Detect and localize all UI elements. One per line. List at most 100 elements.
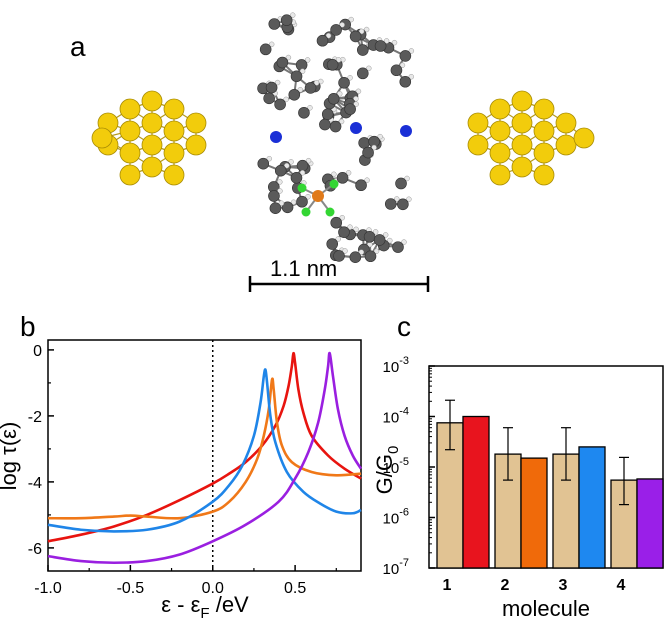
gold-atom bbox=[489, 164, 511, 186]
gold-atom bbox=[533, 98, 555, 120]
fluorine-atom bbox=[325, 207, 335, 217]
carbon-atom bbox=[330, 24, 342, 36]
gold-atom bbox=[163, 120, 185, 142]
gold-atom bbox=[511, 112, 533, 134]
transmission-curve-4 bbox=[47, 351, 363, 565]
carbon-atom bbox=[399, 75, 412, 88]
transmission-curve-1 bbox=[47, 351, 362, 543]
plot-frame bbox=[47, 339, 362, 572]
theory-bar-3 bbox=[578, 446, 606, 569]
gold-atom bbox=[489, 98, 511, 120]
panel-b-transmission-chart: b -1.0 -0.5 0.0 0.5 0 -2 -4 -6 ε - εF /eV log τ… bbox=[0, 311, 363, 620]
fluorine-atom bbox=[297, 183, 307, 193]
carbon-atom bbox=[298, 106, 310, 119]
gold-atom bbox=[141, 90, 163, 112]
carbon-atom bbox=[390, 64, 403, 77]
x-tick-label: 0.5 bbox=[284, 580, 306, 597]
carbon-atom bbox=[397, 198, 409, 211]
carbon-atom bbox=[326, 59, 339, 71]
carbon-atom bbox=[274, 164, 287, 177]
molecule-structure-image bbox=[91, 12, 595, 264]
carbon-atom bbox=[274, 98, 286, 111]
theory-bar-4 bbox=[636, 478, 664, 569]
carbon-atom bbox=[321, 108, 334, 120]
y-tick-label: -6 bbox=[28, 541, 42, 558]
carbon-atom bbox=[265, 81, 278, 94]
scale-bar-label: 1.1 nm bbox=[270, 256, 337, 281]
category-label: 1 bbox=[443, 577, 452, 594]
carbon-atom bbox=[296, 195, 308, 208]
gold-atom bbox=[555, 112, 577, 134]
gold-atom bbox=[573, 127, 595, 149]
gold-atom bbox=[141, 112, 163, 134]
gold-atom bbox=[511, 90, 533, 112]
gold-atom bbox=[467, 134, 489, 156]
gold-atom bbox=[119, 120, 141, 142]
carbon-atom bbox=[349, 30, 362, 43]
carbon-atom bbox=[358, 137, 370, 149]
gold-atom bbox=[511, 134, 533, 156]
carbon-atom bbox=[392, 241, 404, 253]
scale-bar: 1.1 nm bbox=[248, 256, 430, 292]
gold-atom bbox=[533, 164, 555, 186]
panel-a-molecular-junction: a 1.1 nm bbox=[70, 12, 595, 292]
y-tick-label: -2 bbox=[28, 409, 42, 426]
gold-atom bbox=[163, 164, 185, 186]
carbon-atom bbox=[280, 14, 293, 26]
gold-atom bbox=[511, 156, 533, 178]
carbon-atom bbox=[319, 118, 331, 131]
gold-atom bbox=[555, 134, 577, 156]
y-axis-label: log τ(ε) bbox=[0, 422, 21, 491]
gold-atom bbox=[91, 127, 113, 149]
carbon-atom bbox=[268, 190, 280, 202]
panel-b-label: b bbox=[20, 311, 36, 342]
gold-atom bbox=[141, 156, 163, 178]
carbon-atom bbox=[362, 146, 374, 159]
carbon-atom bbox=[336, 172, 349, 184]
panel-a-label: a bbox=[70, 31, 86, 62]
carbon-atom bbox=[259, 43, 272, 56]
y-tick-label: 0 bbox=[33, 343, 42, 360]
carbon-atom bbox=[338, 76, 350, 89]
y-tick-label: 10-3 bbox=[383, 355, 409, 376]
gold-atom bbox=[489, 142, 511, 164]
carbon-atom bbox=[263, 92, 275, 105]
carbon-atom bbox=[384, 198, 397, 210]
carbon-atom bbox=[290, 70, 303, 83]
carbon-atom bbox=[329, 120, 342, 133]
carbon-atom bbox=[257, 157, 270, 170]
carbon-atom bbox=[296, 159, 309, 172]
carbon-atom bbox=[268, 18, 281, 30]
carbon-atom bbox=[373, 234, 386, 246]
carbon-atom bbox=[288, 88, 301, 101]
gold-atom bbox=[119, 164, 141, 186]
carbon-atom bbox=[281, 201, 294, 214]
carbon-atom bbox=[327, 92, 340, 105]
x-tick-label: 0.0 bbox=[202, 580, 224, 597]
carbon-atom bbox=[349, 251, 362, 264]
gold-atom bbox=[489, 120, 511, 142]
gold-atom bbox=[533, 120, 555, 142]
x-axis-label-c: molecule bbox=[502, 596, 590, 620]
nitrogen-atom bbox=[400, 125, 412, 137]
panel-c-label: c bbox=[397, 311, 411, 342]
gold-atom bbox=[119, 98, 141, 120]
y-axis-label-c: G/G0 bbox=[372, 446, 402, 495]
carbon-atom bbox=[399, 50, 412, 62]
carbon-atom bbox=[316, 34, 329, 47]
boron-atom bbox=[312, 190, 324, 202]
fluorine-atom bbox=[329, 179, 339, 189]
transmission-curve-3 bbox=[47, 368, 362, 533]
fluorine-atom bbox=[301, 207, 311, 217]
carbon-atom bbox=[269, 202, 282, 215]
carbon-atom bbox=[356, 44, 369, 56]
gold-atom bbox=[141, 134, 163, 156]
carbon-atom bbox=[364, 250, 377, 263]
transmission-curve-2 bbox=[47, 377, 362, 520]
carbon-atom bbox=[338, 226, 350, 238]
carbon-atom bbox=[330, 216, 343, 229]
theory-bar-2 bbox=[520, 457, 548, 569]
carbon-atom bbox=[356, 67, 369, 80]
gold-atom bbox=[533, 142, 555, 164]
